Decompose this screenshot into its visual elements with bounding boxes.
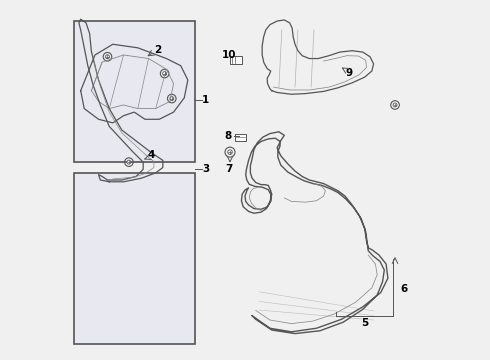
Text: 1: 1 — [202, 95, 209, 105]
Text: 6: 6 — [400, 284, 408, 294]
Circle shape — [163, 72, 167, 76]
Bar — [230, 56, 243, 64]
Bar — [235, 134, 246, 141]
Text: 3: 3 — [202, 164, 209, 174]
Circle shape — [127, 160, 131, 164]
FancyBboxPatch shape — [74, 173, 195, 344]
Circle shape — [170, 96, 173, 100]
Text: 7: 7 — [225, 164, 233, 174]
Circle shape — [105, 55, 109, 59]
Text: 9: 9 — [345, 68, 352, 78]
Text: 8: 8 — [224, 131, 231, 141]
Text: 5: 5 — [361, 318, 368, 328]
Circle shape — [228, 150, 232, 154]
Circle shape — [393, 103, 397, 107]
Text: 10: 10 — [221, 50, 236, 60]
Text: 4: 4 — [147, 150, 155, 160]
FancyBboxPatch shape — [74, 21, 195, 162]
Text: 2: 2 — [154, 45, 161, 55]
